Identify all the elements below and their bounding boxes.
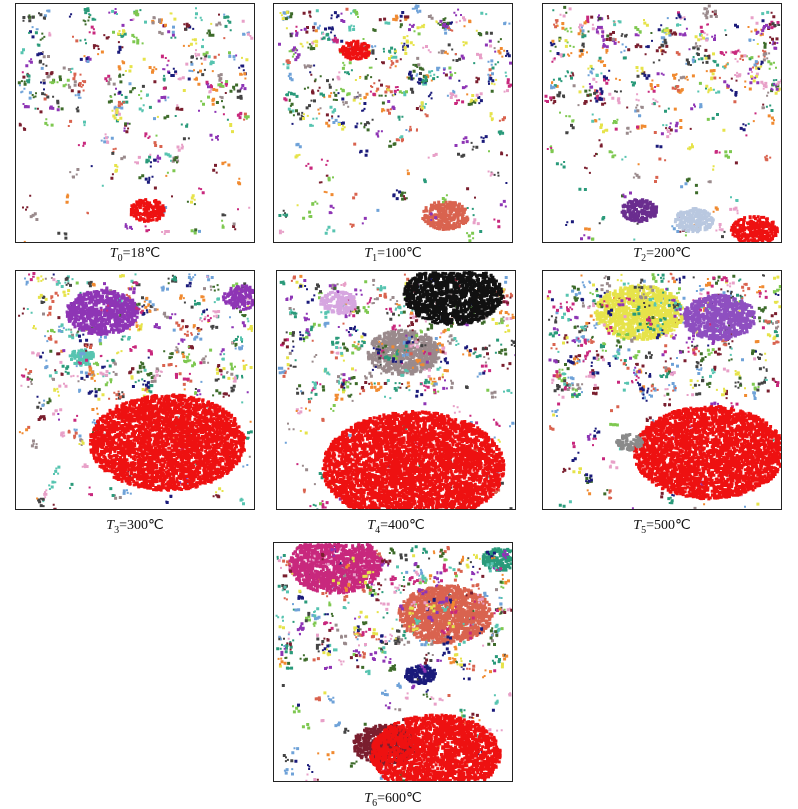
caption: T5=500℃: [542, 517, 782, 536]
cluster-image: [276, 270, 516, 510]
cluster: [29, 16, 236, 226]
cluster-map: [546, 272, 781, 509]
caption-text: =200℃: [646, 246, 691, 261]
cluster: [620, 198, 659, 224]
caption-text: =400℃: [380, 518, 425, 533]
caption: T6=600℃: [273, 790, 513, 809]
caption: T2=200℃: [542, 245, 782, 264]
caption-text: =18℃: [122, 246, 161, 261]
cluster: [557, 273, 781, 427]
cluster-image: [15, 270, 255, 510]
cluster-image: [15, 3, 255, 243]
cluster-map: [277, 271, 515, 509]
cluster-map: [275, 543, 512, 781]
cluster-map: [18, 272, 254, 509]
cluster: [20, 275, 254, 499]
cluster: [57, 282, 254, 485]
cluster: [615, 433, 644, 452]
caption-symbol: T: [109, 246, 118, 261]
caption-subscript: 4: [375, 524, 381, 536]
caption-symbol: T: [364, 246, 373, 261]
cluster: [729, 215, 779, 242]
cluster: [632, 405, 781, 501]
cluster: [321, 410, 506, 509]
cluster: [288, 543, 503, 773]
cluster: [43, 35, 247, 215]
cluster: [673, 207, 715, 234]
cluster-image: [273, 542, 513, 782]
caption: T3=300℃: [15, 517, 255, 536]
caption-symbol: T: [106, 518, 115, 533]
cluster: [548, 273, 779, 508]
cluster: [282, 552, 512, 781]
cluster: [111, 12, 249, 204]
cluster: [591, 10, 770, 241]
cluster: [279, 280, 503, 509]
cluster: [338, 39, 371, 61]
cluster: [129, 198, 166, 223]
cluster: [282, 4, 511, 212]
cluster-image: [542, 270, 782, 510]
caption-symbol: T: [633, 246, 642, 261]
cluster: [580, 14, 779, 241]
cluster-image: [542, 3, 782, 243]
cluster-map: [544, 4, 781, 242]
cluster-image: [273, 3, 513, 243]
caption-text: =500℃: [646, 518, 691, 533]
cluster: [556, 16, 781, 239]
caption: T4=400℃: [276, 517, 516, 536]
cluster: [277, 550, 510, 765]
caption-text: =300℃: [119, 518, 164, 533]
cluster: [682, 293, 756, 342]
caption: T1=100℃: [273, 245, 513, 264]
cluster: [88, 393, 247, 492]
cluster: [26, 7, 232, 164]
caption-subscript: 6: [372, 797, 378, 809]
caption-symbol: T: [367, 518, 376, 533]
cluster: [319, 290, 357, 316]
caption-symbol: T: [633, 518, 642, 533]
cluster-map: [17, 7, 254, 242]
caption-text: =600℃: [377, 791, 422, 806]
cluster-map: [278, 4, 512, 242]
cluster: [278, 8, 512, 225]
cluster: [552, 7, 781, 232]
cluster: [402, 271, 505, 326]
cluster: [279, 10, 498, 207]
caption-text: =100℃: [377, 246, 422, 261]
caption: T0=18℃: [15, 245, 255, 264]
caption-subscript: 1: [372, 252, 378, 264]
cluster: [289, 285, 513, 509]
caption-subscript: 2: [641, 252, 647, 264]
cluster: [276, 545, 512, 770]
cluster: [369, 713, 502, 781]
cluster: [21, 12, 243, 233]
caption-symbol: T: [364, 791, 373, 806]
cluster: [558, 19, 781, 171]
caption-subscript: 3: [114, 524, 120, 536]
cluster: [18, 9, 250, 233]
caption-subscript: 0: [117, 252, 123, 264]
caption-subscript: 5: [641, 524, 647, 536]
